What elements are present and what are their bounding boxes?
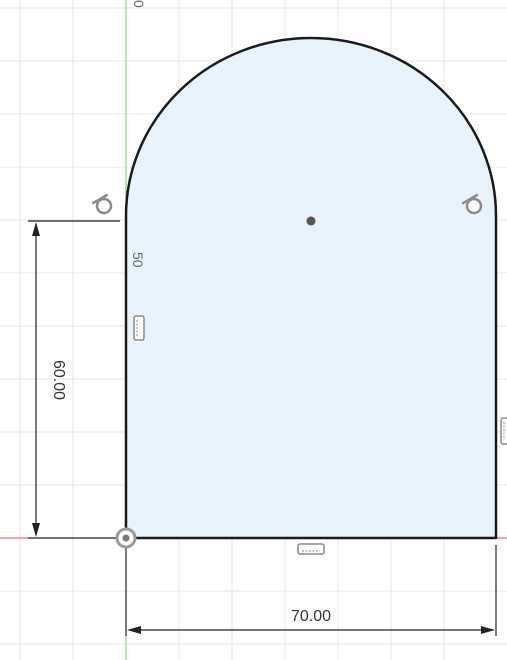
vertical-dimension-label[interactable]: 60.00: [50, 360, 67, 400]
arc-center-point[interactable]: [306, 216, 316, 226]
vertical-constraint-icon[interactable]: [133, 315, 145, 341]
horizontal-dimension-label[interactable]: 70.00: [291, 608, 331, 625]
arc-marker-label: 50: [130, 252, 146, 268]
coincident-origin-icon[interactable]: [115, 527, 137, 549]
sketch-profile[interactable]: [124, 36, 498, 540]
tangent-constraint-icon[interactable]: [461, 193, 485, 217]
tangent-constraint-icon[interactable]: [91, 193, 115, 217]
vertical-dimension[interactable]: [28, 220, 120, 539]
horizontal-constraint-icon[interactable]: [297, 543, 325, 555]
vertical-constraint-icon[interactable]: [500, 417, 507, 445]
horizontal-dimension[interactable]: [125, 545, 497, 636]
axis-top-marker: 0: [131, 0, 147, 8]
